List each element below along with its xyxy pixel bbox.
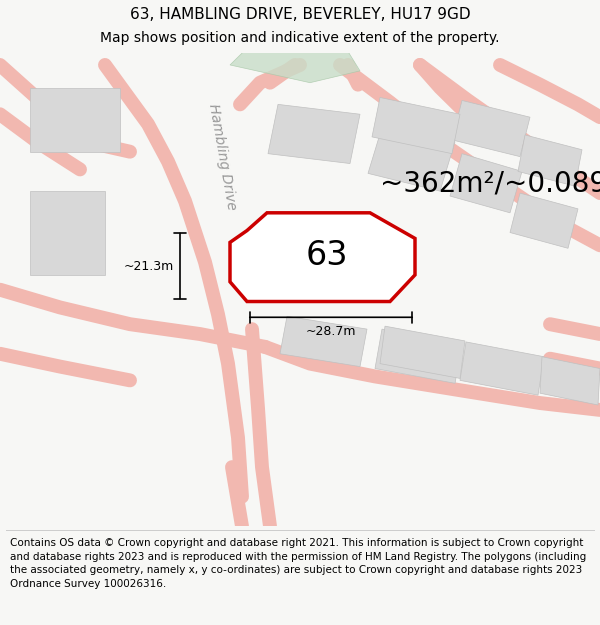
Polygon shape <box>280 316 367 367</box>
Polygon shape <box>368 124 455 191</box>
Polygon shape <box>460 342 544 395</box>
Polygon shape <box>230 213 415 301</box>
Polygon shape <box>452 101 530 157</box>
Polygon shape <box>540 357 600 405</box>
Polygon shape <box>372 98 460 154</box>
Polygon shape <box>230 36 360 82</box>
Text: 63, HAMBLING DRIVE, BEVERLEY, HU17 9GD: 63, HAMBLING DRIVE, BEVERLEY, HU17 9GD <box>130 8 470 22</box>
Polygon shape <box>518 135 582 186</box>
Text: ~21.3m: ~21.3m <box>124 259 174 272</box>
Polygon shape <box>268 104 360 164</box>
Text: Hambling Drive: Hambling Drive <box>206 102 238 211</box>
Text: Map shows position and indicative extent of the property.: Map shows position and indicative extent… <box>100 31 500 45</box>
Polygon shape <box>510 193 578 248</box>
Text: Contains OS data © Crown copyright and database right 2021. This information is : Contains OS data © Crown copyright and d… <box>10 538 586 589</box>
Polygon shape <box>380 326 465 378</box>
Polygon shape <box>30 88 120 152</box>
Polygon shape <box>450 154 522 212</box>
Polygon shape <box>375 329 462 383</box>
Text: 63: 63 <box>306 239 349 272</box>
Text: ~28.7m: ~28.7m <box>306 325 356 338</box>
Polygon shape <box>30 191 105 275</box>
Text: ~362m²/~0.089ac.: ~362m²/~0.089ac. <box>380 169 600 198</box>
